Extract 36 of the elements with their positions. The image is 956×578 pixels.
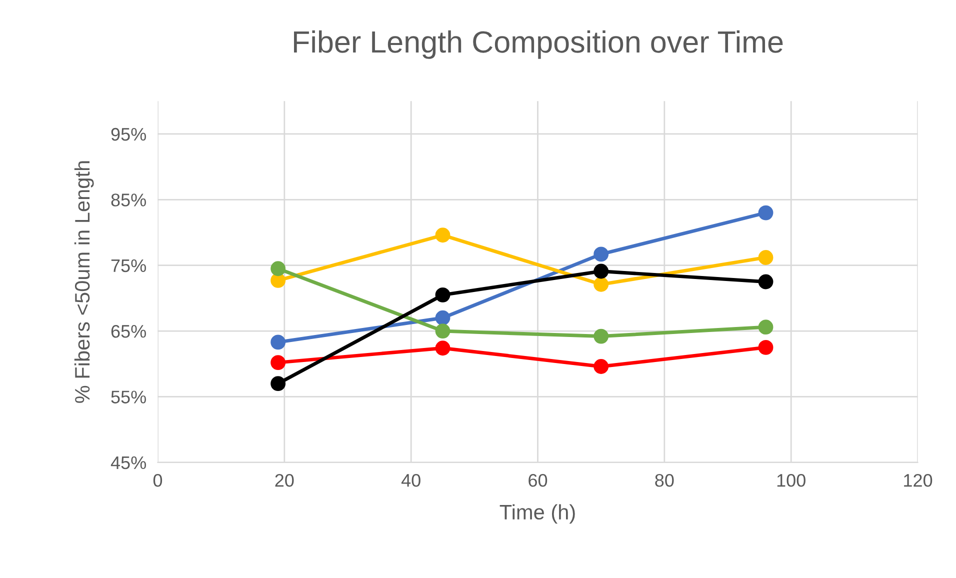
point [758, 250, 774, 265]
point [270, 334, 286, 350]
y-tick-label: 95% [111, 128, 146, 141]
point [270, 272, 286, 288]
chart-title: Fiber Length Composition over Time [294, 30, 783, 59]
y-tick-label: 85% [111, 194, 146, 206]
point [594, 359, 609, 374]
point [270, 376, 286, 392]
point [435, 310, 450, 326]
x-tick-label: 40 [401, 474, 420, 487]
point [594, 264, 609, 279]
point [758, 320, 774, 335]
point [435, 228, 450, 243]
y-tick-label: 75% [111, 259, 146, 272]
y-axis-title: % Fibers <50um in Length [74, 161, 94, 403]
point [594, 246, 609, 262]
x-axis-title: Time (h) [500, 504, 575, 524]
point [435, 340, 450, 356]
x-tick-label: 120 [904, 474, 932, 487]
point [758, 340, 774, 355]
point [435, 287, 450, 302]
point [435, 324, 450, 338]
point [270, 355, 286, 370]
x-tick-label: 80 [655, 474, 674, 487]
y-tick-label: 55% [111, 390, 146, 404]
y-tick-label: 65% [111, 324, 146, 338]
point [758, 274, 774, 290]
point [594, 276, 609, 292]
point [270, 261, 286, 276]
x-tick-label: 0 [153, 474, 162, 487]
point [594, 328, 609, 344]
x-tick-label: 20 [275, 474, 294, 487]
point [758, 205, 774, 220]
y-tick-label: 45% [110, 456, 146, 470]
x-tick-label: 60 [528, 474, 548, 487]
x-tick-label: 100 [777, 474, 806, 487]
